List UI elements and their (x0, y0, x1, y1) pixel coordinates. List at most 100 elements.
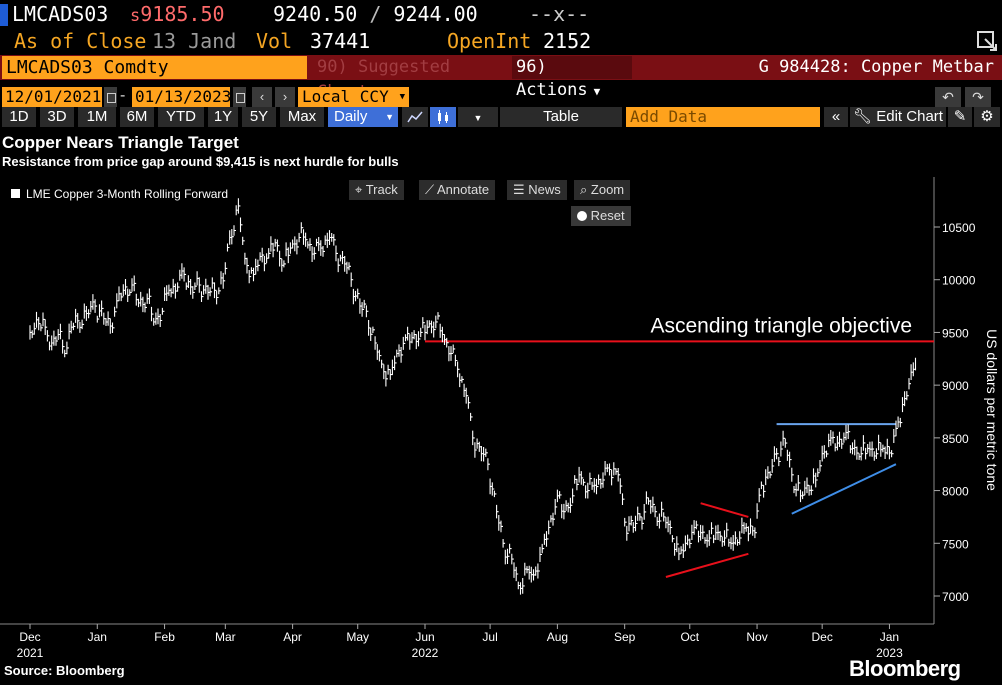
y-tick-label: 8500 (942, 432, 969, 446)
reset-label: Reset (590, 208, 625, 223)
x-tick-label: Jan (88, 630, 107, 644)
last-price: s9185.50 (130, 2, 225, 26)
zoom-button[interactable]: ⌕ Zoom (574, 180, 631, 200)
track-button[interactable]: ⌖ Track (349, 180, 404, 200)
net-change: --x-- (529, 2, 590, 26)
period-3d[interactable]: 3D (40, 107, 74, 127)
edit-chart-button[interactable]: 🔧︎ Edit Chart (850, 107, 946, 127)
frequency-select[interactable]: Daily ▼ (328, 107, 398, 127)
line-chart-icon[interactable] (402, 107, 428, 127)
security-indicator (0, 4, 8, 26)
caret-down-icon: ▼ (399, 92, 405, 102)
actions-number: 96) (516, 57, 547, 77)
period-6m[interactable]: 6M (120, 107, 154, 127)
period-max[interactable]: Max (280, 107, 324, 127)
calendar-icon[interactable] (233, 87, 246, 107)
price-series (29, 198, 917, 595)
actions-label: Actions (516, 80, 588, 100)
x-tick-label: Oct (680, 630, 699, 644)
quote-subheader: As of Close 13 Jand Vol 37441 OpenInt 21… (0, 28, 1002, 54)
double-chevron-left-icon[interactable]: « (824, 107, 848, 127)
currency-label: Local CCY (302, 87, 389, 106)
export-icon[interactable] (976, 30, 998, 52)
volume-label: Vol (256, 29, 293, 53)
actions-menu[interactable]: 96) Actions ▼ (512, 56, 632, 100)
y-tick-label: 7000 (942, 590, 969, 604)
undo-icon[interactable]: ↶ (935, 87, 961, 107)
x-tick-year-label: 2021 (17, 646, 44, 657)
date-range-bar: 12/01/2021 - 01/13/2023 ‹ › Local CCY ▼ ↶… (0, 86, 1002, 108)
last-price-value: 9185.50 (140, 2, 225, 26)
add-data-input[interactable]: Add Data (626, 107, 820, 127)
price-chart[interactable]: 7000 7500 8000 8500 9000 9500 10000 10500 Dec 202… (0, 172, 1002, 657)
reset-button[interactable]: Reset (571, 206, 631, 226)
caret-down-icon: ▼ (385, 112, 394, 122)
target-line-label: Ascending triangle objective (651, 314, 913, 337)
caret-down-icon: ▼ (593, 85, 601, 98)
volume-value: 37441 (310, 29, 371, 53)
bid-price: 9240.50 (273, 2, 358, 26)
calendar-icon[interactable] (104, 87, 117, 107)
period-1y[interactable]: 1Y (208, 107, 238, 127)
chart-toolbar: 1D 3D 1M 6M YTD 1Y 5Y Max Daily ▼ ▼ Table… (0, 106, 1002, 128)
zoom-label: Zoom (590, 182, 625, 197)
chevron-left-icon[interactable]: ‹ (252, 87, 272, 107)
crosshair-icon: ⌖ (355, 182, 363, 197)
news-button[interactable]: ☰ News (507, 180, 567, 200)
x-tick-label: Dec (811, 630, 832, 644)
y-tick-label: 9500 (942, 326, 969, 340)
date-separator: - (120, 87, 126, 104)
reset-icon (577, 211, 587, 221)
zoom-icon: ⌕ (580, 182, 588, 197)
chart-title: Copper Nears Triangle Target (2, 133, 239, 152)
last-price-prefix: s (130, 6, 141, 26)
x-tick-label: Apr (283, 630, 302, 644)
x-tick-year-label: 2022 (412, 646, 439, 657)
candlestick-icon[interactable] (430, 107, 456, 127)
x-tick-label: Aug (547, 630, 568, 644)
open-interest-label: OpenInt (447, 29, 532, 53)
open-interest-value: 2152 (543, 29, 592, 53)
period-5y[interactable]: 5Y (242, 107, 276, 127)
redo-icon[interactable]: ↷ (965, 87, 991, 107)
ask-price: 9244.00 (393, 2, 478, 26)
period-1d[interactable]: 1D (2, 107, 36, 127)
pennant-upper-trendline (700, 502, 749, 518)
security-field[interactable]: LMCADS03 Comdty (2, 56, 307, 79)
annotate-label: Annotate (437, 182, 490, 197)
news-icon: ☰ (513, 182, 525, 197)
period-1m[interactable]: 1M (78, 107, 116, 127)
x-tick-label: Sep (614, 630, 636, 644)
annotate-icon: ⟋ (425, 182, 435, 197)
news-label: News (528, 182, 561, 197)
x-tick-label: Jul (482, 630, 497, 644)
annotate-button[interactable]: ⟋ Annotate (419, 180, 496, 200)
legend-swatch (11, 189, 20, 198)
pencil-icon[interactable]: ✎ (948, 107, 972, 127)
gear-icon[interactable]: ⚙ (974, 107, 1000, 127)
suggested-charts-button[interactable]: 90) Suggested Charts (313, 55, 508, 102)
ticker-symbol[interactable]: LMCADS03 (12, 2, 109, 26)
quote-header: LMCADS03 s9185.50 9240.50 / 9244.00 --x-… (0, 0, 1002, 28)
end-date-input[interactable]: 01/13/2023 (132, 87, 231, 107)
security-description: G 984428: Copper Metbar (758, 57, 994, 77)
edit-chart-label: Edit Chart (876, 108, 943, 125)
frequency-label: Daily (334, 108, 368, 125)
start-date-input[interactable]: 12/01/2021 (2, 87, 102, 107)
chart-type-dropdown[interactable]: ▼ (458, 107, 498, 127)
y-tick-label: 7500 (942, 537, 969, 551)
as-of-date: 13 Jand (152, 29, 237, 53)
y-tick-label: 8000 (942, 485, 969, 499)
x-tick-label: Feb (154, 630, 175, 644)
chevron-right-icon[interactable]: › (275, 87, 295, 107)
currency-select[interactable]: Local CCY ▼ (298, 87, 409, 107)
period-ytd[interactable]: YTD (158, 107, 204, 127)
table-button[interactable]: Table (500, 107, 622, 127)
x-tick-label: Nov (746, 630, 767, 644)
x-tick-label: May (346, 630, 369, 644)
track-label: Track (365, 182, 398, 197)
x-tick-label: Dec (19, 630, 40, 644)
chart-source: Source: Bloomberg (4, 663, 125, 678)
chart-subtitle: Resistance from price gap around $9,415 … (2, 154, 399, 169)
bloomberg-logo: Bloomberg (849, 656, 961, 681)
